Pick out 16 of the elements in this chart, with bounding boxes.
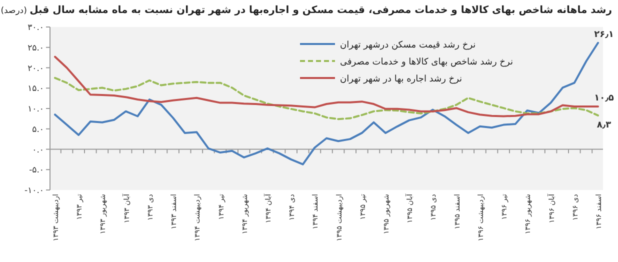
y-tick-label: ۱۵.۰ (28, 84, 44, 94)
y-tick-label: ۲۵.۰ (28, 43, 44, 54)
y-tick-label: ۰.۰ (32, 145, 44, 156)
legend-label: نرخ رشد قیمت مسکن درشهر تهران (340, 40, 476, 50)
y-tick-label: ۵.۰ (32, 124, 44, 135)
data-label: ۸٫۳ (596, 120, 612, 130)
data-label: ۲۶٫۱ (594, 30, 614, 40)
legend-label: نرخ رشد اجاره بها در شهر تهران (340, 74, 462, 84)
chart-title: رشد ماهانه شاخص بهای کالاها و خدمات مصرفی، قیمت مسکن و اجاره‌بها در شهر تهران نسبت به ماه مشابه سال قبل (درصد) (0, 5, 612, 16)
y-tick-label: ۳۰.۰ (28, 23, 44, 33)
y-tick-label: -۱۰.۰ (24, 186, 44, 196)
y-tick-label: -۵.۰ (29, 166, 44, 176)
data-label: ۱۰٫۵ (594, 93, 614, 104)
y-tick-label: ۲۰.۰ (28, 64, 44, 74)
legend-label: نرخ رشد شاخص بهای کالاها و خدمات مصرفی (340, 58, 513, 68)
y-tick-label: ۱۰.۰ (28, 104, 44, 114)
